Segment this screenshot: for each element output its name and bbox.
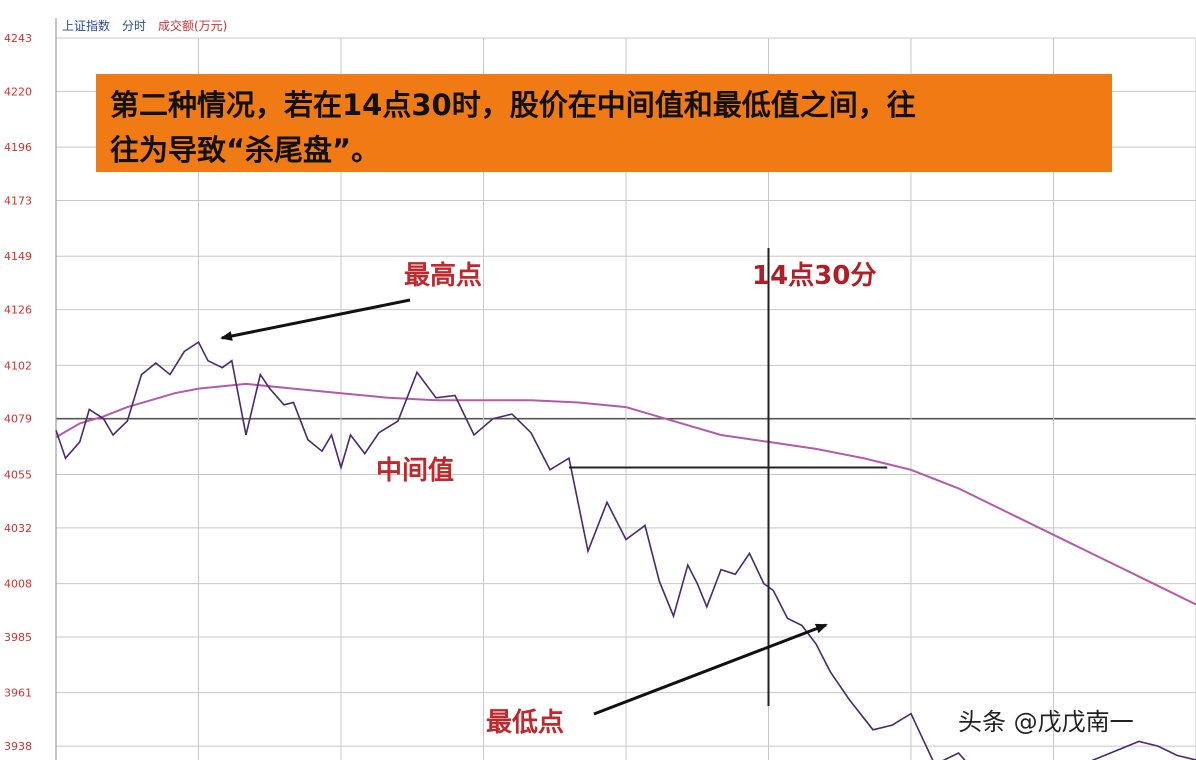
y-tick-label: 4055 [4,468,32,481]
y-tick-label: 4149 [4,250,32,263]
y-tick-label: 4008 [4,578,32,591]
y-tick-label: 4173 [4,195,32,208]
y-tick-label: 4220 [4,85,32,98]
y-tick-label: 3961 [4,687,32,700]
callout-line-2: 往为导致“杀尾盘”。 [110,133,380,167]
middle-value-label: 中间值 [376,456,454,486]
y-tick-label: 3938 [4,740,32,753]
y-axis-ticks: 4243 4220 4196 4173 4149 4126 4102 4079 4055 4032… [4,32,32,753]
low-point-arrow [593,623,828,716]
volume-label: 成交额(万元) [158,18,227,33]
price-line [55,340,1196,760]
y-tick-label: 3985 [4,631,32,644]
y-tick-label: 4196 [4,141,32,154]
callout-box [96,74,1112,172]
y-tick-label: 4102 [4,359,32,372]
watermark: 头条 @戊戊南一 [958,708,1134,736]
y-tick-label: 4126 [4,304,32,317]
high-point-label: 最高点 [404,260,482,291]
high-point-arrow [220,298,411,341]
y-tick-label: 4032 [4,522,32,535]
y-tick-label: 4079 [4,413,32,426]
y-tick-label: 4243 [4,32,32,45]
time-marker-label: 14点30分 [752,260,876,291]
low-point-label: 最低点 [486,707,564,738]
callout-line-1: 第二种情况，若在14点30时，股价在中间值和最低值之间，往 [110,88,916,122]
index-label: 上证指数 [62,18,110,33]
average-price-line [55,382,1196,606]
mode-label: 分时 [122,19,146,33]
